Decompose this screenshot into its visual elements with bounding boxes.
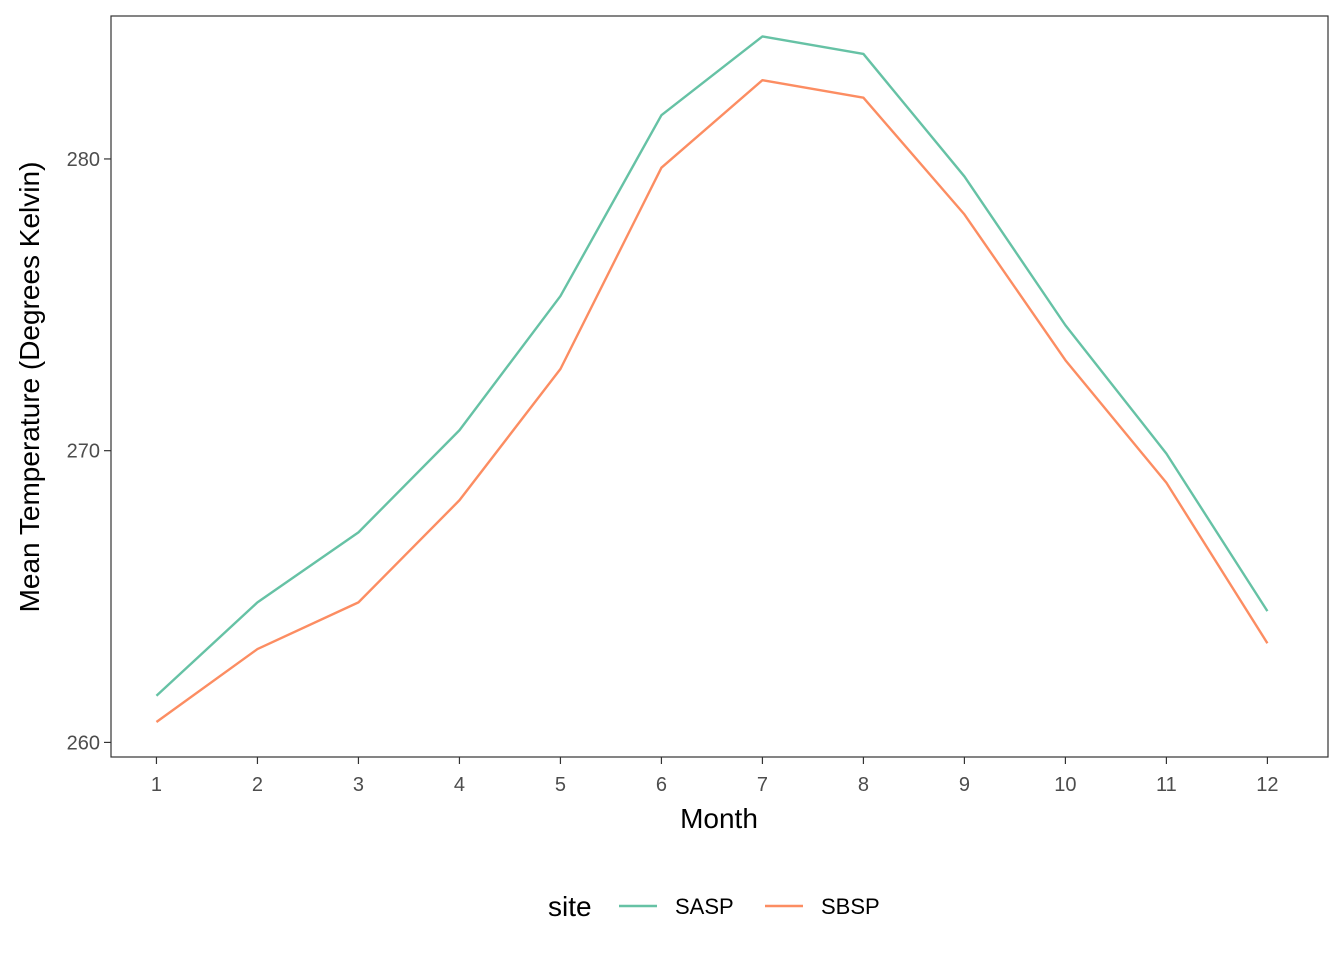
y-axis-title: Mean Temperature (Degrees Kelvin) <box>14 162 45 613</box>
x-tick-label: 1 <box>151 774 162 796</box>
x-tick-label: 8 <box>858 774 869 796</box>
legend-label-sasp: SASP <box>675 894 734 919</box>
x-axis-title: Month <box>680 803 758 834</box>
y-axis: 260 270 280 <box>67 149 111 754</box>
x-tick-label: 12 <box>1256 774 1278 796</box>
y-tick-label: 260 <box>67 732 100 754</box>
series-layer <box>155 35 1269 723</box>
x-tick-label: 9 <box>959 774 970 796</box>
x-tick-label: 7 <box>757 774 768 796</box>
series-line-sbsp <box>155 78 1269 723</box>
x-tick-label: 10 <box>1054 774 1076 796</box>
legend: site SASP SBSP <box>548 891 880 922</box>
series-line-sasp <box>155 35 1269 697</box>
y-tick-label: 270 <box>67 441 100 463</box>
x-tick-label: 11 <box>1156 774 1177 796</box>
x-tick-label: 4 <box>454 774 465 796</box>
x-axis: 1 2 3 4 5 6 7 8 9 10 11 12 <box>151 757 1279 796</box>
legend-items: SASP SBSP <box>619 894 880 919</box>
y-tick-label: 280 <box>67 149 100 171</box>
x-tick-label: 3 <box>353 774 364 796</box>
x-tick-label: 5 <box>555 774 566 796</box>
legend-title: site <box>548 891 592 922</box>
x-tick-label: 2 <box>252 774 263 796</box>
panel-background <box>111 16 1328 757</box>
x-tick-label: 6 <box>656 774 667 796</box>
legend-label-sbsp: SBSP <box>821 894 880 919</box>
panel-border <box>110 15 1329 758</box>
